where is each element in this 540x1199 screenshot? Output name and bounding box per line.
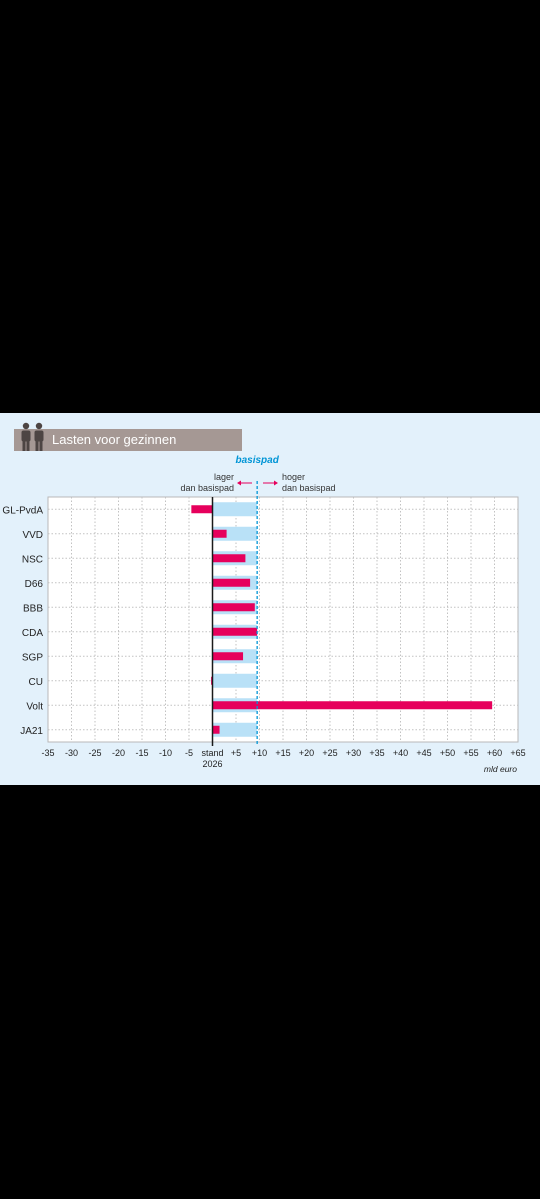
- category-label: CDA: [22, 628, 43, 639]
- x-tick-label: -25: [88, 748, 101, 758]
- x-tick-label: -15: [135, 748, 148, 758]
- lower-label: lager: [214, 472, 234, 482]
- category-label: D66: [25, 579, 44, 590]
- bar-d66: [212, 578, 251, 587]
- baseline-label: stand: [201, 748, 223, 758]
- category-label: NSC: [22, 554, 43, 565]
- category-label: Volt: [26, 701, 43, 712]
- x-tick-label: +25: [322, 748, 337, 758]
- bar-ja21: [212, 725, 220, 734]
- chart-panel: Lasten voor gezinnen GL-PvdA VVD NSC D66 BBB…: [0, 413, 540, 785]
- arrow-right-head-icon: [274, 480, 278, 486]
- arrow-left-head-icon: [237, 480, 241, 486]
- x-tick-label: +40: [393, 748, 408, 758]
- lower-label-2: dan basispad: [180, 483, 234, 493]
- category-label: SGP: [22, 652, 43, 663]
- baseline-year-label: 2026: [202, 759, 222, 769]
- x-tick-label: +15: [275, 748, 290, 758]
- basispad-label: basispad: [235, 455, 279, 466]
- bar-volt: [212, 701, 493, 710]
- x-tick-label: +35: [369, 748, 384, 758]
- bar-gl-pvda: [191, 505, 213, 514]
- x-tick-label: +10: [252, 748, 267, 758]
- x-tick-label: -20: [112, 748, 125, 758]
- category-label: CU: [29, 677, 43, 688]
- x-tick-label: -35: [41, 748, 54, 758]
- x-tick-label: +45: [416, 748, 431, 758]
- category-label: JA21: [20, 726, 43, 737]
- unit-label: mld euro: [484, 764, 517, 774]
- x-tick-label: +50: [440, 748, 455, 758]
- x-tick-label: +60: [487, 748, 502, 758]
- chart-title: Lasten voor gezinnen: [52, 432, 177, 447]
- bar-sgp: [212, 652, 244, 661]
- x-tick-label: +20: [299, 748, 314, 758]
- category-label: BBB: [23, 603, 43, 614]
- bar-nsc: [212, 554, 246, 563]
- chart-title-bar: Lasten voor gezinnen: [14, 422, 242, 451]
- category-label: VVD: [22, 530, 43, 541]
- x-tick-label: +55: [463, 748, 478, 758]
- bar-bbb: [212, 603, 255, 612]
- x-tick-label: -30: [65, 748, 78, 758]
- x-tick-label: -5: [185, 748, 193, 758]
- higher-label: hoger: [282, 472, 305, 482]
- basispad-band: [212, 722, 258, 737]
- higher-label-2: dan basispad: [282, 483, 336, 493]
- x-tick-label: +5: [231, 748, 241, 758]
- basispad-band: [212, 502, 258, 517]
- x-tick-label: -10: [159, 748, 172, 758]
- bar-chart: GL-PvdA VVD NSC D66 BBB CDA SGP CU Volt JA21 -35 -3…: [2, 455, 525, 774]
- basispad-band: [212, 673, 258, 688]
- x-tick-label: +65: [510, 748, 525, 758]
- family-icon: [21, 422, 44, 451]
- category-label: GL-PvdA: [2, 505, 43, 516]
- x-tick-label: +30: [346, 748, 361, 758]
- bar-cda: [212, 627, 258, 636]
- bar-vvd: [212, 529, 227, 538]
